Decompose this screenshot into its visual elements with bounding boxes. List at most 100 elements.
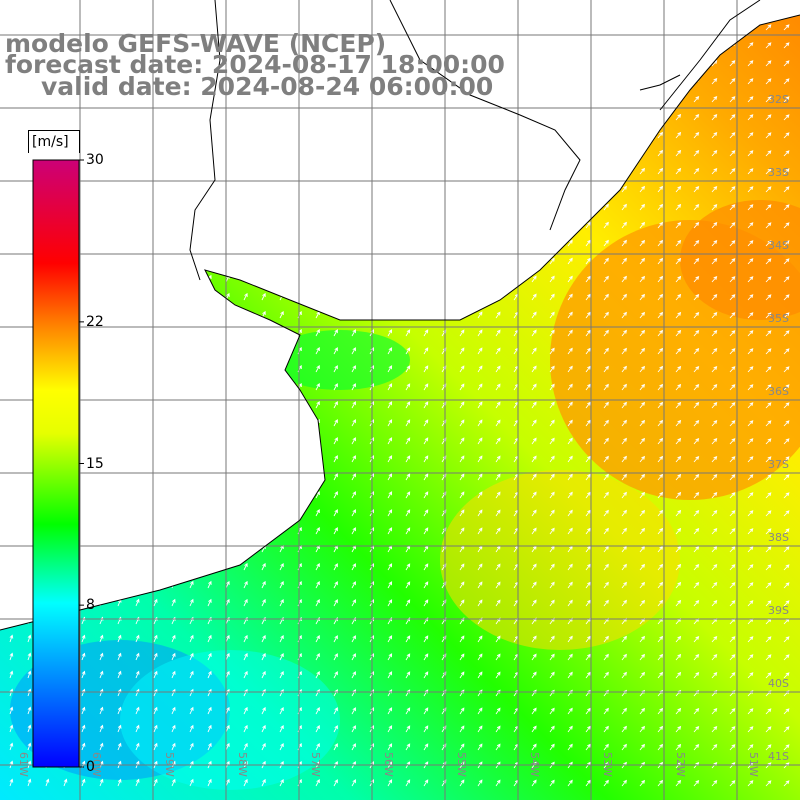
wind-arrow [711,78,718,85]
wind-arrow [171,634,176,643]
wind-arrow [333,329,338,337]
wind-arrow [459,383,465,391]
latitude-label: 32S [768,93,789,106]
wind-arrow [243,778,248,787]
wind-arrow [333,491,338,499]
wind-arrow [351,401,356,409]
wind-arrow [9,634,14,643]
colorbar-tick-label: 0 [86,759,95,775]
wind-arrow [621,671,627,679]
wind-arrow [243,580,248,589]
title-forecast-date: forecast date: 2024-08-17 18:00:00 [5,50,505,79]
wind-arrow [621,437,627,445]
wind-arrow [9,688,14,697]
wind-arrow [405,383,411,391]
wind-arrow [261,742,266,751]
wind-arrow [693,167,700,175]
wind-arrow [747,744,754,751]
wind-arrow [639,473,645,481]
wind-arrow [675,491,682,499]
wind-arrow [603,419,609,427]
wind-arrow [693,221,700,229]
wind-arrow [693,257,700,265]
wind-arrow [495,599,501,607]
wind-arrow [765,42,772,49]
wind-arrow [675,131,682,139]
wind-arrow [747,96,754,103]
wind-arrow [765,150,772,157]
wind-arrow [621,329,627,337]
wind-arrow [693,329,700,337]
wind-arrow [405,743,411,751]
wind-arrow [693,149,700,157]
wind-arrow [387,563,393,571]
wind-arrow [657,221,664,229]
wind-arrow [765,708,772,715]
wind-arrow [783,528,790,535]
wind-arrow [783,132,790,139]
wind-arrow [531,365,537,373]
wind-arrow [729,222,736,229]
wind-arrow [675,743,682,751]
wind-arrow [477,437,483,445]
wind-arrow [693,275,700,283]
wind-arrow [405,671,411,679]
wind-arrow [657,599,664,607]
wind-arrow [675,725,682,733]
wind-arrow [387,437,393,445]
wind-arrow [567,437,573,445]
wind-arrow [747,546,754,553]
wind-arrow [621,581,627,589]
wind-arrow [711,654,718,661]
wind-arrow [405,635,411,643]
wind-arrow [639,743,645,751]
wind-arrow [747,150,754,157]
wind-arrow [63,778,68,787]
wind-arrow [585,329,591,337]
wind-arrow [423,563,429,571]
wind-arrow [459,671,465,679]
wind-arrow [585,725,591,733]
wind-arrow [765,114,772,121]
wind-arrow [675,653,682,661]
wind-arrow [729,528,736,535]
wind-arrow [387,329,393,337]
wind-arrow [531,563,537,571]
wind-arrow [423,347,429,355]
wind-arrow [351,671,356,679]
longitude-label: 58W [236,752,249,777]
wind-arrow [549,671,555,679]
wind-arrow [279,598,284,607]
wind-arrow [153,778,158,787]
wind-arrow [531,293,537,301]
wind-arrow [711,456,718,463]
wind-arrow [477,563,483,571]
wind-arrow [729,132,736,139]
wind-arrow [675,455,682,463]
wind-arrow [549,581,555,589]
wind-arrow [585,743,591,751]
wind-arrow [153,706,158,715]
wind-arrow [405,653,411,661]
wind-arrow [693,473,700,481]
wind-arrow [747,384,754,391]
title-model: modelo GEFS-WAVE (NCEP) [5,29,387,58]
wind-arrow [333,563,338,571]
wind-arrow [99,706,104,715]
wind-arrow [567,707,573,715]
wind-arrow [585,671,591,679]
wind-arrow [279,742,284,751]
wind-arrow [315,329,320,337]
coastline [0,0,800,631]
wind-arrow [423,383,429,391]
wind-arrow [783,420,790,427]
wind-arrow [459,347,465,355]
wind-arrow [639,527,645,535]
wind-arrow [765,384,772,391]
wind-arrow [315,599,320,607]
wind-arrow [81,652,86,661]
wind-arrow [405,473,411,481]
wind-arrow [279,724,284,733]
latitude-label: 41S [768,750,789,763]
wind-arrow [567,311,573,319]
